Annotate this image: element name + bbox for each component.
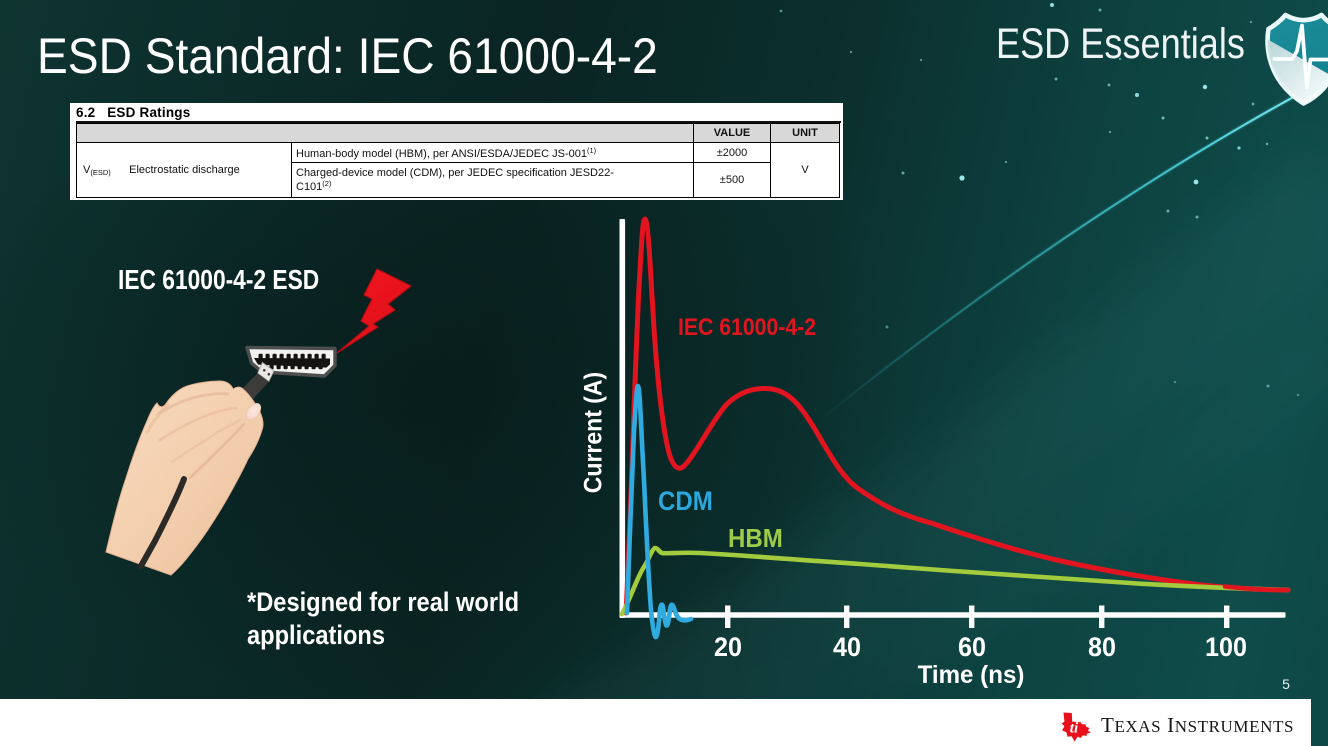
- svg-text:ti: ti: [1070, 721, 1079, 737]
